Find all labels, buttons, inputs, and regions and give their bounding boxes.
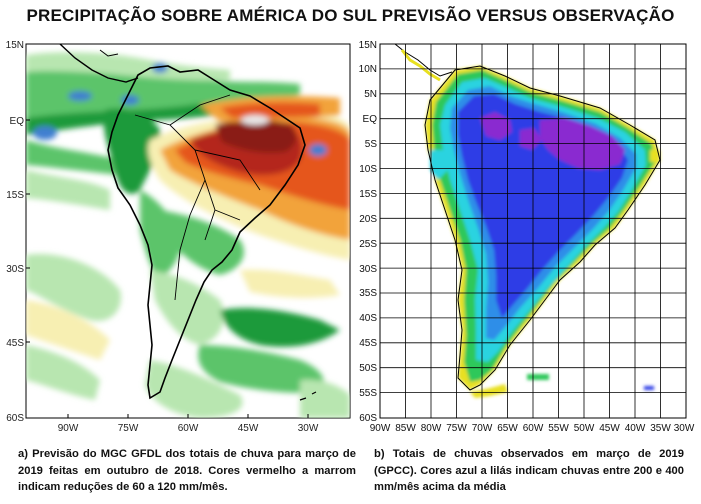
lat-label: 10S (359, 164, 377, 175)
lat-label: 45S (359, 338, 377, 349)
lat-label: 5N (364, 89, 377, 100)
lat-label: 10N (359, 64, 377, 75)
forecast-anomaly-field (26, 44, 350, 418)
lon-label: 75W (118, 423, 139, 434)
lat-label: EQ (10, 116, 25, 127)
lon-label: 30W (298, 423, 319, 434)
lat-label: 60S (6, 413, 24, 424)
forecast-map: 15N EQ 15S 30S 45S 60S 90W 75W 60W 45W 3… (6, 40, 351, 434)
lon-label: 35W (650, 423, 671, 434)
observation-caption: b) Totais de chuvas observados em março … (374, 448, 684, 493)
forecast-caption: a) Previsão do MGC GFDL dos totais de ch… (18, 448, 356, 493)
lat-label: 40S (359, 313, 377, 324)
lon-label: 60W (523, 423, 544, 434)
lon-label: 90W (58, 423, 79, 434)
lat-label: EQ (363, 114, 378, 125)
lat-label: 15S (6, 190, 24, 201)
lon-label: 55W (548, 423, 569, 434)
lat-label: 15N (6, 40, 24, 51)
lon-label: 40W (625, 423, 646, 434)
lon-label: 90W (370, 423, 391, 434)
observation-lat-axis: 15N 10N 5N EQ 5S 10S 15S 20S 25S 30S 35S… (359, 40, 378, 424)
lat-label: 35S (359, 288, 377, 299)
lat-label: 15N (359, 40, 377, 51)
lat-label: 20S (359, 214, 377, 225)
lat-label: 25S (359, 239, 377, 250)
lon-label: 65W (497, 423, 518, 434)
lon-label: 45W (599, 423, 620, 434)
lon-label: 85W (395, 423, 416, 434)
lat-label: 45S (6, 338, 24, 349)
page-title: PRECIPITAÇÃO SOBRE AMÉRICA DO SUL PREVIS… (26, 6, 675, 25)
lon-label: 30W (674, 423, 695, 434)
lon-label: 60W (178, 423, 199, 434)
lat-label: 55S (359, 388, 377, 399)
lat-label: 60S (359, 413, 377, 424)
lon-label: 50W (574, 423, 595, 434)
forecast-lat-axis: 15N EQ 15S 30S 45S 60S (6, 40, 30, 424)
lat-label: 50S (359, 363, 377, 374)
lat-label: 30S (6, 264, 24, 275)
observation-grid (380, 44, 686, 418)
observation-anomaly-field (380, 44, 686, 418)
lon-label: 70W (472, 423, 493, 434)
lat-label: 15S (359, 189, 377, 200)
lon-label: 75W (446, 423, 467, 434)
lon-label: 45W (238, 423, 259, 434)
lat-label: 30S (359, 264, 377, 275)
observation-lon-axis: 90W 85W 80W 75W 70W 65W 60W 55W 50W 45W … (370, 423, 695, 434)
forecast-lon-axis: 90W 75W 60W 45W 30W (58, 414, 319, 434)
maps-figure: 15N EQ 15S 30S 45S 60S 90W 75W 60W 45W 3… (6, 40, 695, 434)
lat-label: 5S (365, 139, 378, 150)
lon-label: 80W (421, 423, 442, 434)
observation-map: 15N 10N 5N EQ 5S 10S 15S 20S 25S 30S 35S… (359, 40, 695, 434)
